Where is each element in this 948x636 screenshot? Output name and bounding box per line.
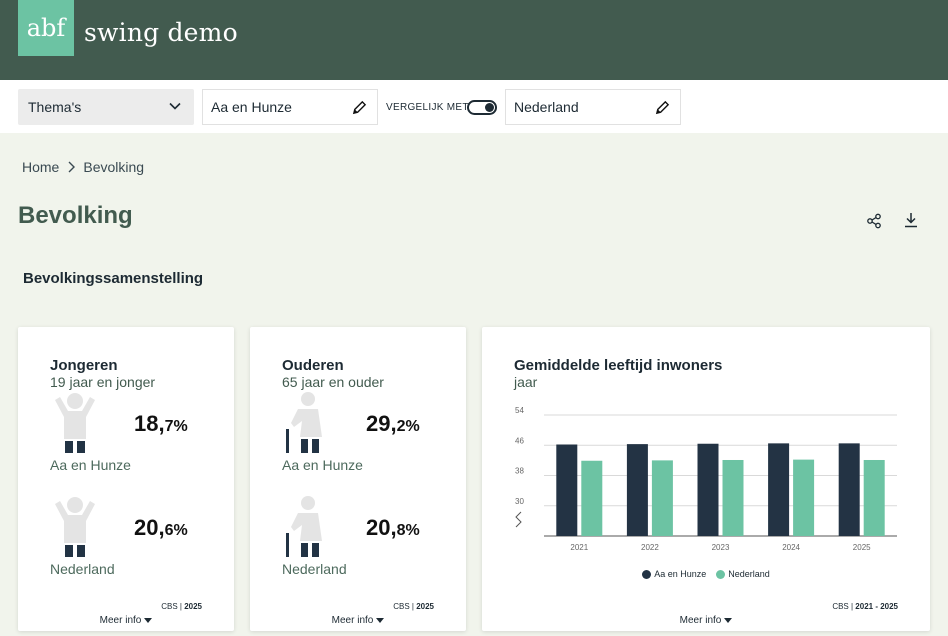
compare-toggle[interactable] (467, 100, 497, 115)
section-title: Bevolkingssamenstelling (23, 270, 204, 287)
region-label: Nederland (282, 561, 347, 577)
y-tick-label: 46 (515, 436, 524, 445)
region-label: Aa en Hunze (50, 457, 131, 473)
thema-select-label: Thema's (28, 99, 82, 115)
breadcrumb-home[interactable]: Home (22, 159, 60, 175)
more-info-button[interactable]: Meer info (250, 615, 466, 626)
card-title: Ouderen (282, 357, 344, 374)
legend-swatch (642, 569, 652, 579)
child-figure-icon (55, 497, 95, 557)
bar-region (626, 444, 648, 536)
x-tick-label: 2021 (570, 543, 588, 552)
value-nederland: 20,8% (366, 515, 420, 540)
bar-nederland (722, 459, 744, 536)
y-tick-label: 38 (515, 467, 524, 476)
breadcrumb: Home Bevolking (22, 159, 144, 175)
axis-break-icon (515, 511, 522, 528)
breadcrumb-current: Bevolking (83, 159, 145, 175)
bar-region (838, 443, 860, 536)
legend-item[interactable]: Nederland (716, 569, 770, 579)
card-title: Jongeren (50, 357, 118, 374)
filter-bar: Thema's Aa en Hunze Nederland (0, 80, 948, 133)
region-label: Nederland (50, 561, 115, 577)
legend-label: Aa en Hunze (654, 569, 707, 579)
source-label: CBS | 2021 - 2025 (832, 602, 898, 611)
bar-nederland (863, 459, 885, 536)
compare-region-value: Nederland (514, 99, 579, 115)
region-field[interactable]: Aa en Hunze (202, 89, 378, 125)
toggle-knob (485, 103, 494, 112)
bar-region (768, 443, 790, 536)
page-title: Bevolking (18, 202, 133, 229)
x-tick-label: 2025 (853, 543, 871, 552)
app-logo[interactable]: abf (18, 0, 74, 56)
card-subtitle: 65 jaar en ouder (282, 374, 384, 390)
source-label: CBS | 2025 (393, 602, 434, 611)
caret-down-icon (144, 617, 153, 623)
x-tick-label: 2024 (782, 543, 800, 552)
bar-region (556, 444, 578, 536)
legend-item[interactable]: Aa en Hunze (642, 569, 706, 579)
bar-nederland (581, 460, 603, 536)
value-region: 29,2% (366, 411, 420, 436)
child-figure-icon (55, 393, 95, 453)
caret-down-icon (376, 617, 385, 623)
legend-swatch (716, 569, 726, 579)
elderly-figure-icon (286, 496, 322, 557)
x-tick-label: 2023 (712, 543, 730, 552)
value-region: 18,7% (134, 411, 188, 436)
chevron-right-icon (68, 161, 76, 173)
app-title: swing demo (84, 18, 238, 47)
card-jongeren: Jongeren 19 jaar en jonger 18,7% Aa en H… (18, 327, 234, 631)
bar-region (697, 443, 719, 536)
region-field-value: Aa en Hunze (211, 99, 292, 115)
share-icon[interactable] (866, 213, 882, 229)
source-label: CBS | 2025 (161, 602, 202, 611)
card-gemiddelde-leeftijd: Gemiddelde leeftijd inwoners jaar 54 46 38… (482, 327, 930, 631)
y-tick-label: 30 (515, 497, 524, 506)
chevron-down-icon (169, 102, 181, 110)
compare-label: VERGELIJK MET (386, 102, 469, 113)
bar-nederland (651, 460, 673, 536)
chart-legend: Aa en Hunze Nederland (482, 569, 930, 579)
elderly-figure-icon (286, 392, 322, 453)
more-info-button[interactable]: Meer info (18, 615, 234, 626)
bar-nederland (793, 459, 815, 536)
download-icon[interactable] (903, 212, 919, 229)
legend-label: Nederland (728, 569, 770, 579)
pencil-icon[interactable] (655, 100, 670, 115)
caret-down-icon (724, 617, 733, 623)
x-tick-label: 2022 (641, 543, 659, 552)
card-subtitle: 19 jaar en jonger (50, 374, 156, 390)
value-nederland: 20,6% (134, 515, 188, 540)
thema-select[interactable]: Thema's (18, 89, 194, 125)
app-header: abf swing demo (0, 0, 948, 80)
age-bar-chart: 54 46 38 30 2021 2022 2023 2024 2025 (515, 406, 897, 552)
card-title: Gemiddelde leeftijd inwoners (514, 357, 723, 374)
region-label: Aa en Hunze (282, 457, 363, 473)
y-tick-label: 54 (515, 406, 524, 415)
card-ouderen: Ouderen 65 jaar en ouder 29,2% Aa en Hun… (250, 327, 466, 631)
compare-region-field[interactable]: Nederland (505, 89, 681, 125)
card-subtitle: jaar (514, 374, 538, 390)
more-info-button[interactable]: Meer info (482, 615, 930, 626)
pencil-icon[interactable] (352, 100, 367, 115)
